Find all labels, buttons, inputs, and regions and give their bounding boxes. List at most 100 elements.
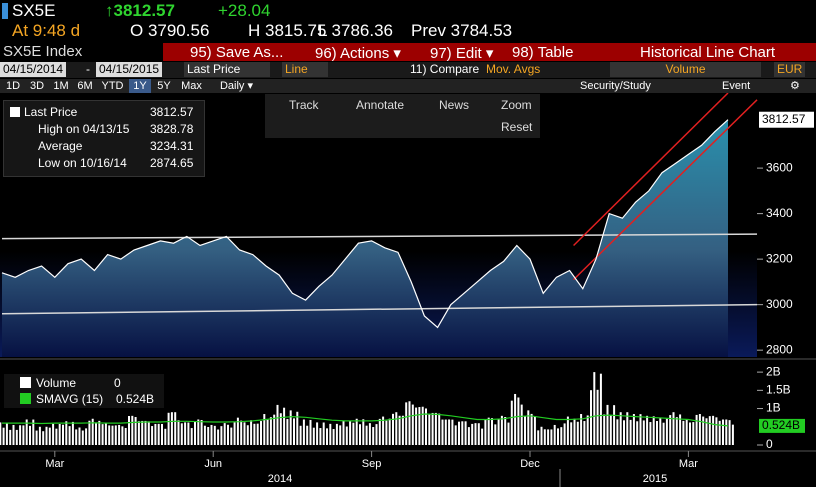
chart-tool[interactable]: Zoom — [501, 98, 532, 112]
volume-bar — [289, 410, 292, 445]
volume-bar — [580, 414, 583, 445]
mov-avgs[interactable]: Mov. Avgs — [486, 62, 541, 76]
volume-bar — [296, 411, 299, 445]
period-button[interactable]: 3D — [29, 80, 45, 92]
volume-bar — [448, 419, 451, 445]
legend-label: High on 04/13/15 — [38, 122, 130, 136]
period-button[interactable]: Max — [181, 80, 202, 92]
actions-button[interactable]: 96) Actions ▾ — [315, 45, 401, 62]
volume-bar — [339, 425, 342, 445]
start-date[interactable]: 04/15/2014 — [0, 62, 67, 77]
year-label: 2014 — [268, 473, 292, 485]
edit-button[interactable]: 97) Edit ▾ — [430, 45, 494, 62]
volume-bar — [98, 420, 101, 445]
volume-bar — [0, 422, 2, 445]
volume-bar — [299, 425, 302, 445]
last-price-label: 3812.57 — [762, 112, 806, 126]
volume-bar — [491, 418, 493, 445]
trend-line — [573, 93, 729, 247]
period-button[interactable]: 1D — [5, 80, 21, 92]
save-button[interactable]: 95) Save As... — [190, 44, 284, 61]
period-button[interactable]: 1M — [53, 80, 69, 92]
volume-bar — [48, 427, 51, 445]
legend-value: 3234.31 — [150, 139, 194, 153]
volume-bar — [131, 415, 134, 445]
volume-bar — [392, 413, 394, 445]
volume-bar — [583, 421, 586, 445]
volume-bar — [151, 426, 154, 445]
table-button[interactable]: 98) Table — [512, 44, 574, 61]
volume-bar — [659, 417, 662, 445]
x-tick-label: Mar — [45, 458, 64, 470]
volume-bar — [58, 424, 61, 445]
volume-bar — [692, 422, 695, 445]
settings-bar: 04/15/2014 - 04/15/2015 Last Price Line … — [0, 62, 816, 78]
volume-bar — [461, 421, 464, 445]
volume-bar — [675, 417, 678, 445]
chart-tool[interactable]: Reset — [501, 120, 533, 134]
volume-bar — [481, 428, 484, 445]
field[interactable]: Last Price — [184, 62, 270, 77]
smavg-label: 0.524B — [762, 418, 800, 432]
x-tick-label: Dec — [520, 458, 540, 470]
period-button[interactable]: YTD — [101, 80, 124, 92]
volume-bar — [411, 404, 414, 445]
volume-bar — [9, 429, 12, 445]
compare[interactable]: 11) Compare — [410, 62, 480, 76]
chart-tool[interactable]: News — [439, 98, 470, 112]
volume-bar — [19, 425, 22, 445]
volume-bar — [359, 424, 361, 445]
x-tick-label: Sep — [362, 458, 382, 470]
price-legend: Last Price 3812.57 High on 04/13/15 3828.78… — [3, 100, 205, 177]
volume-bar — [345, 426, 348, 445]
volume-bar — [210, 424, 213, 445]
volume-bar — [230, 427, 233, 445]
legend-swatch — [20, 377, 31, 388]
volume-bar — [236, 417, 239, 445]
period-button[interactable]: 6M — [77, 80, 93, 92]
volume-bar — [260, 421, 262, 445]
volume-bar — [431, 412, 434, 445]
volume-bar — [220, 426, 223, 445]
volume-bar — [177, 420, 180, 445]
legend-label: Volume — [36, 376, 77, 390]
lower-study[interactable]: Volume — [610, 62, 761, 77]
volume-bar — [533, 416, 536, 445]
volume-bar — [12, 424, 15, 445]
end-date[interactable]: 04/15/2015 — [96, 62, 163, 77]
tool-button[interactable]: Event — [722, 80, 751, 92]
volume-bar — [725, 419, 728, 445]
volume-bar — [398, 415, 401, 445]
volume-bar — [279, 413, 282, 445]
volume-bar — [494, 424, 497, 445]
volume-bar — [487, 417, 490, 445]
period-button[interactable]: 5Y — [157, 80, 171, 92]
legend-value: 2874.65 — [150, 156, 194, 170]
chart-tool[interactable]: Track — [289, 98, 319, 112]
volume-bar — [603, 414, 606, 445]
period-button[interactable]: Daily ▾ — [219, 80, 254, 92]
chart-tool[interactable]: Annotate — [356, 98, 405, 112]
legend-swatch — [10, 107, 20, 117]
volume-bar — [355, 418, 358, 445]
period-button[interactable]: 1Y — [129, 79, 151, 93]
volume-bar — [197, 419, 200, 445]
view-title: Historical Line Chart — [640, 44, 776, 61]
volume-bar — [408, 401, 411, 445]
volume-bar — [22, 425, 25, 445]
style[interactable]: Line — [282, 62, 328, 77]
volume-bar — [121, 426, 124, 445]
time: At 9:48 d — [12, 21, 81, 40]
volume-bar — [108, 425, 111, 445]
y-tick-label: 3200 — [766, 251, 793, 265]
tool-button[interactable]: ⚙ — [790, 80, 800, 92]
tool-button[interactable]: Security/Study — [580, 80, 651, 92]
currency[interactable]: EUR — [774, 62, 805, 77]
year-label: 2015 — [643, 473, 667, 485]
volume-bar — [454, 425, 457, 445]
volume-bar — [134, 417, 137, 445]
volume-bar — [25, 419, 28, 445]
security[interactable]: SX5E Index — [0, 43, 163, 61]
volume-bar — [540, 426, 543, 445]
volume-bar — [35, 430, 38, 445]
